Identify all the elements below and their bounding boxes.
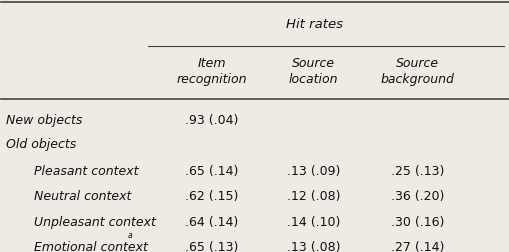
Text: Unpleasant context: Unpleasant context — [34, 215, 156, 229]
Text: Source
background: Source background — [380, 57, 454, 86]
Text: .65 (.14): .65 (.14) — [185, 165, 238, 178]
Text: Old objects: Old objects — [7, 138, 76, 151]
Text: a: a — [127, 231, 132, 240]
Text: Hit rates: Hit rates — [286, 18, 343, 31]
Text: .27 (.14): .27 (.14) — [390, 241, 443, 252]
Text: .14 (.10): .14 (.10) — [286, 215, 340, 229]
Text: Pleasant context: Pleasant context — [34, 165, 138, 178]
Text: .12 (.08): .12 (.08) — [286, 191, 340, 203]
Text: Source
location: Source location — [288, 57, 337, 86]
Text: .93 (.04): .93 (.04) — [185, 114, 238, 127]
Text: .36 (.20): .36 (.20) — [390, 191, 443, 203]
Text: Item
recognition: Item recognition — [176, 57, 247, 86]
Text: .25 (.13): .25 (.13) — [390, 165, 443, 178]
Text: Emotional context: Emotional context — [34, 241, 148, 252]
Text: New objects: New objects — [7, 114, 82, 127]
Text: .62 (.15): .62 (.15) — [185, 191, 238, 203]
Text: .13 (.09): .13 (.09) — [286, 165, 340, 178]
Text: .65 (.13): .65 (.13) — [185, 241, 238, 252]
Text: .64 (.14): .64 (.14) — [185, 215, 238, 229]
Text: .30 (.16): .30 (.16) — [390, 215, 443, 229]
Text: .13 (.08): .13 (.08) — [286, 241, 340, 252]
Text: Neutral context: Neutral context — [34, 191, 131, 203]
